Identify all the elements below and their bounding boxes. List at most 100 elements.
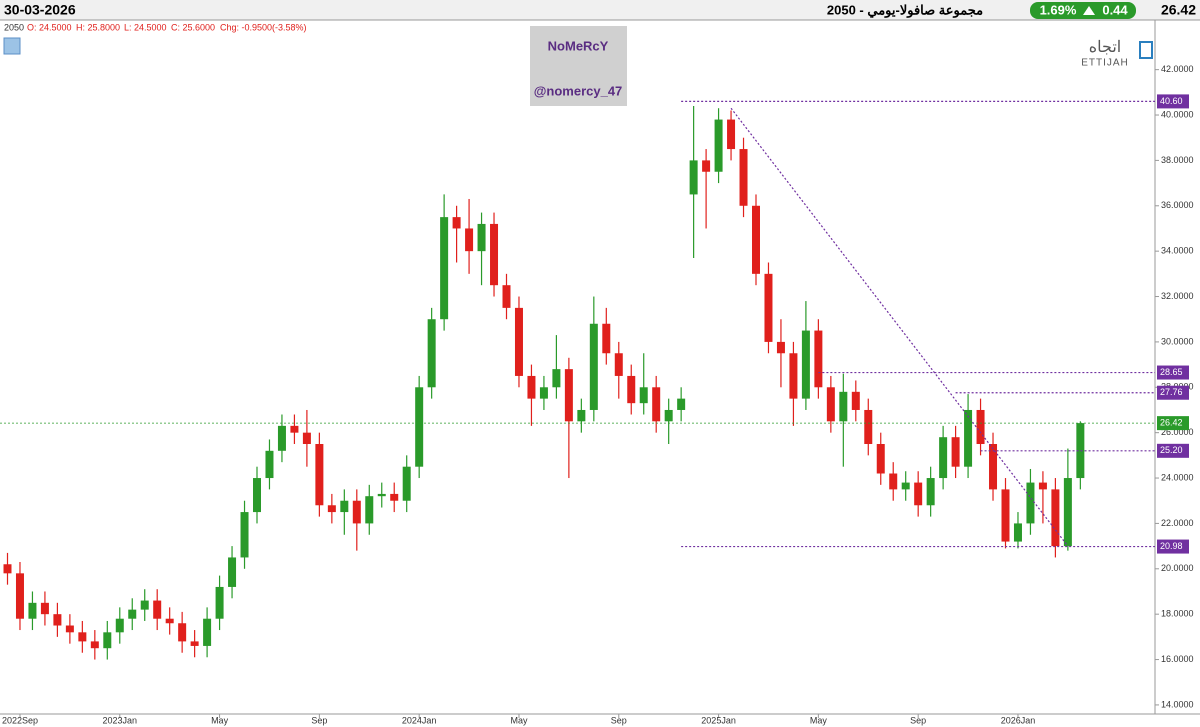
- title: مجموعة صافولا-يومي - 2050: [827, 2, 983, 18]
- x-tick-label: 2025Jan: [701, 715, 736, 725]
- info-low: L: 24.5000: [124, 22, 167, 32]
- icon[interactable]: [3, 37, 21, 55]
- candle-body: [377, 493, 386, 497]
- candle-body: [502, 285, 511, 308]
- candle-body: [864, 409, 873, 445]
- candle-body: [290, 425, 299, 433]
- x-tick-label: Sep: [611, 715, 627, 725]
- x-tick-label: 2024Jan: [402, 715, 437, 725]
- candle-body: [776, 341, 785, 354]
- candle-body: [677, 398, 686, 410]
- candle-body: [577, 409, 586, 422]
- candle-body: [190, 641, 199, 646]
- top-bar: [0, 0, 1200, 20]
- candle-body: [964, 409, 973, 467]
- candle-body: [365, 496, 374, 524]
- y-tick-label: 42.0000: [1161, 64, 1194, 74]
- candle-body: [689, 160, 698, 195]
- candle-body: [315, 444, 324, 506]
- candle-body: [926, 478, 935, 506]
- candle-body: [265, 450, 274, 479]
- y-tick-label: 38.0000: [1161, 155, 1194, 165]
- logo-arabic: اتجاه: [1089, 39, 1121, 56]
- x-tick-label: 2026Jan: [1001, 715, 1036, 725]
- candle-body: [527, 375, 536, 399]
- level-box: [1157, 539, 1189, 554]
- y-tick-label: 30.0000: [1161, 336, 1194, 346]
- y-tick-label: 18.0000: [1161, 609, 1194, 619]
- watermark-handle: @nomercy_47: [534, 83, 623, 98]
- candle-body: [539, 387, 548, 399]
- y-tick-label: 40.0000: [1161, 109, 1194, 119]
- candle-body: [889, 473, 898, 490]
- candle-body: [702, 160, 711, 172]
- candle-body: [989, 444, 998, 490]
- candle-body: [1026, 482, 1035, 524]
- candle-body: [340, 500, 349, 513]
- candle-body: [1038, 482, 1047, 490]
- info-symbol: 2050: [4, 22, 24, 32]
- info-line: 2050 O: 24.5000 H: 25.8000 L: 24.5000 C:…: [4, 22, 307, 32]
- candle-body: [153, 600, 162, 619]
- y-tick-label: 26.0000: [1161, 427, 1194, 437]
- candle-body: [90, 641, 99, 649]
- level-box: [1157, 443, 1189, 458]
- x-tick-label: May: [211, 715, 229, 725]
- info-open: O: 24.5000: [27, 22, 72, 32]
- candle-body: [901, 482, 910, 490]
- last-price-label: 26.42: [1160, 418, 1183, 428]
- change-badge: [1030, 2, 1136, 19]
- candle-body: [1063, 478, 1072, 547]
- candle-body: [564, 369, 573, 422]
- candle-body: [664, 409, 673, 422]
- candle-body: [440, 217, 449, 320]
- candle-body: [826, 387, 835, 422]
- y-tick-label: 22.0000: [1161, 518, 1194, 528]
- candle-body: [939, 437, 948, 479]
- level-label: 27.76: [1160, 387, 1183, 397]
- watermark-box: [530, 26, 627, 106]
- x-tick-label: 2022Sep: [2, 715, 38, 725]
- candle-body: [589, 323, 598, 410]
- candle-body: [1051, 489, 1060, 547]
- info-high: H: 25.8000: [76, 22, 120, 32]
- candle-body: [714, 119, 723, 172]
- watermark-name: NoMeRcY: [548, 38, 609, 53]
- candle-body: [652, 387, 661, 422]
- candle-body: [914, 482, 923, 506]
- change: 0.44: [1102, 2, 1128, 17]
- candle-body: [53, 614, 62, 626]
- candle-body: [178, 623, 187, 642]
- trendline: [730, 107, 1069, 547]
- change-pct: 1.69%: [1040, 2, 1077, 17]
- x-tick-label: May: [510, 715, 528, 725]
- y-tick-label: 16.0000: [1161, 654, 1194, 664]
- candle-body: [752, 205, 760, 274]
- candle-body: [627, 375, 636, 404]
- candle-body: [115, 618, 124, 633]
- y-tick-label: 24.0000: [1161, 472, 1194, 482]
- candle-body: [427, 319, 436, 388]
- candle-body: [140, 600, 149, 610]
- level-label: 20.98: [1160, 541, 1183, 551]
- candle-body: [614, 353, 623, 376]
- candle-body: [240, 512, 249, 558]
- logo-latin: ETTIJAH: [1081, 58, 1129, 69]
- candle-body: [639, 387, 648, 404]
- candle-body: [415, 387, 424, 467]
- candle-body: [65, 625, 74, 633]
- x-tick-label: Sep: [910, 715, 926, 725]
- candle-body: [951, 437, 960, 467]
- candle-body: [40, 602, 49, 615]
- candle-body: [402, 466, 411, 501]
- candle-body: [1013, 523, 1022, 542]
- level-box: [1157, 94, 1189, 109]
- x-tick-label: May: [810, 715, 828, 725]
- candle-body: [203, 618, 212, 646]
- candle-body: [215, 586, 224, 619]
- candle-body: [352, 500, 361, 524]
- candle-body: [839, 391, 848, 422]
- logo-mark: [1139, 41, 1153, 59]
- info-close: C: 25.6000: [171, 22, 215, 32]
